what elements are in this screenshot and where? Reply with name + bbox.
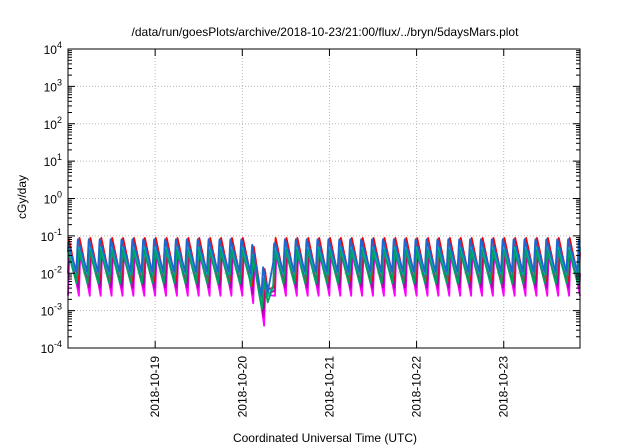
series-line bbox=[67, 238, 581, 297]
series-layer bbox=[67, 236, 581, 327]
series-line bbox=[67, 246, 581, 304]
x-tick-label: 2018-10-20 bbox=[235, 356, 249, 418]
y-axis: 10-4 10-3 10-2 10-1 100 101 102 103 104 bbox=[41, 40, 580, 356]
y-tick-label: 104 bbox=[44, 40, 62, 57]
x-axis-label: Coordinated Universal Time (UTC) bbox=[233, 431, 417, 445]
x-tick-label: 2018-10-19 bbox=[148, 356, 162, 418]
chart-title: /data/run/goesPlots/archive/2018-10-23/2… bbox=[132, 25, 520, 39]
x-tick-label: 2018-10-21 bbox=[322, 356, 336, 418]
x-axis: 2018-10-19 2018-10-20 2018-10-21 2018-10-22… bbox=[148, 49, 511, 417]
y-tick-label: 101 bbox=[44, 152, 62, 169]
x-tick-label: 2018-10-22 bbox=[410, 356, 424, 418]
y-tick-label: 102 bbox=[44, 115, 62, 132]
series-line bbox=[67, 248, 581, 310]
y-tick-label: 10-2 bbox=[41, 264, 62, 281]
y-tick-label: 100 bbox=[44, 190, 62, 207]
y-axis-label: cGy/day bbox=[15, 175, 29, 219]
y-tick-label: 10-1 bbox=[41, 227, 62, 244]
x-tick-label: 2018-10-23 bbox=[497, 356, 511, 418]
y-tick-label: 103 bbox=[44, 77, 62, 94]
y-tick-label: 10-4 bbox=[41, 339, 62, 356]
y-tick-label: 10-3 bbox=[41, 302, 62, 319]
